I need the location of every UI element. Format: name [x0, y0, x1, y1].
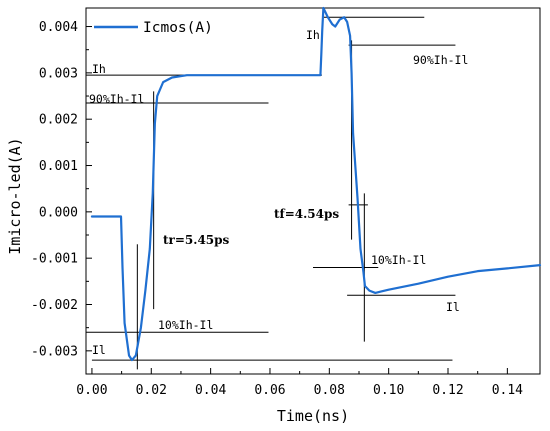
- x-tick-label: 0.14: [492, 383, 523, 398]
- y-tick-label: 0.000: [39, 205, 78, 220]
- annotation-ih-right: Ih: [306, 28, 320, 42]
- series-line-icmos: [90, 6, 542, 362]
- legend-label: Icmos(A): [143, 20, 213, 36]
- annotation-90pct-right: 90%Ih-Il: [413, 53, 468, 67]
- y-axis-ticks: -0.003 -0.002 -0.001 0.000 0.001 0.002 0.003 0.…: [31, 20, 92, 359]
- annotation-tr: tr=5.45ps: [163, 233, 230, 247]
- annotation-il-left: Il: [92, 343, 106, 357]
- x-tick-label: 0.08: [314, 383, 345, 398]
- x-tick-label: 0.10: [373, 383, 404, 398]
- annotation-il-right: Il: [446, 300, 460, 314]
- x-tick-label: 0.06: [254, 383, 285, 398]
- x-axis-title: Time(ns): [277, 407, 349, 425]
- plot-border: [85, 7, 541, 375]
- annotation-90pct-left: 90%Ih-Il: [89, 92, 144, 106]
- annotation-tf: tf=4.54ps: [274, 207, 339, 221]
- y-tick-label: 0.004: [39, 20, 78, 35]
- y-tick-label: -0.003: [31, 344, 78, 359]
- y-axis-title: Imicro-led(A): [6, 137, 24, 254]
- x-tick-label: 0.04: [195, 383, 226, 398]
- y-tick-label: -0.001: [31, 252, 78, 267]
- legend: Icmos(A): [94, 20, 213, 36]
- plot-frame: [85, 7, 541, 375]
- x-axis-ticks: 0.00 0.02 0.04 0.06 0.08 0.10 0.12 0.14: [76, 368, 523, 398]
- x-tick-label: 0.12: [432, 383, 463, 398]
- y-tick-label: 0.001: [39, 159, 78, 174]
- annotation-10pct-right: 10%Ih-Il: [371, 253, 426, 267]
- annotation-10pct-left: 10%Ih-Il: [158, 318, 213, 332]
- y-tick-label: -0.002: [31, 298, 78, 313]
- y-tick-label: 0.002: [39, 113, 78, 128]
- x-tick-label: 0.02: [136, 383, 167, 398]
- annotation-ih-left: Ih: [92, 62, 106, 76]
- annotations: Ih 90%Ih-Il tr=5.45ps 10%Ih-Il Il Ih 90%…: [89, 28, 468, 357]
- series-layer: [90, 6, 542, 362]
- x-tick-label: 0.00: [76, 383, 107, 398]
- y-tick-label: 0.003: [39, 66, 78, 81]
